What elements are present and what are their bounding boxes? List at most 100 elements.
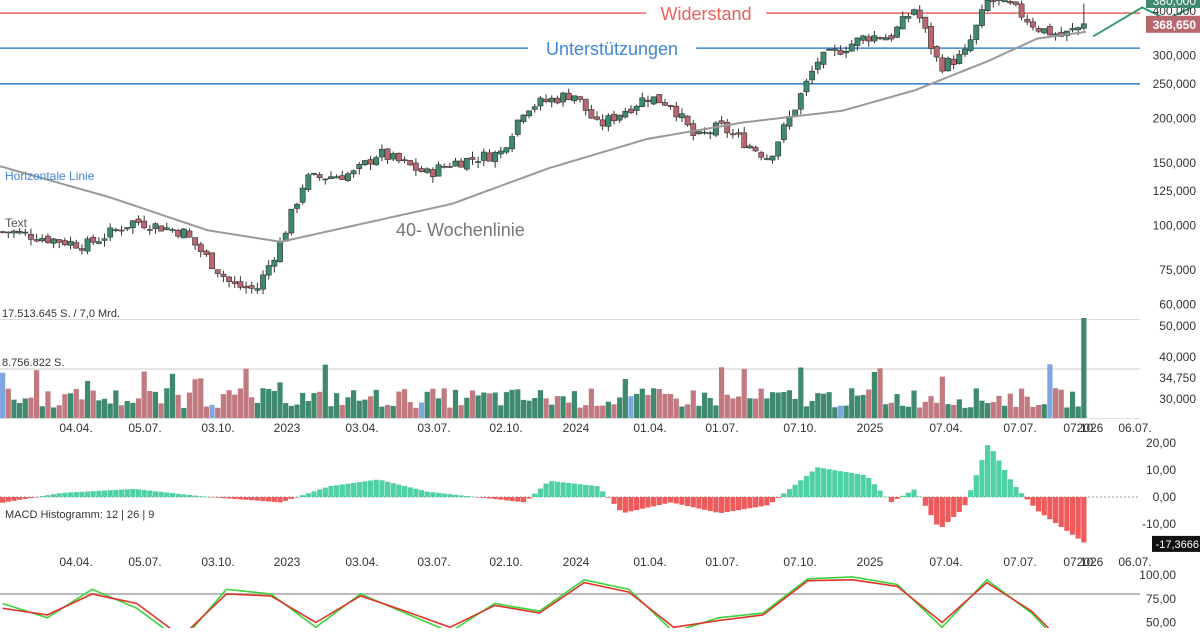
macd-bar: [67, 492, 74, 497]
macd-bar: [486, 497, 493, 499]
candle-body: [945, 57, 951, 72]
candle-body: [186, 230, 193, 238]
macd-bar: [815, 467, 821, 497]
candle-body: [554, 97, 561, 104]
volume-bar: [600, 405, 606, 418]
candle-body: [5, 231, 12, 234]
volume-bar: [28, 397, 34, 418]
macd-bar: [288, 497, 294, 499]
macd-bar: [1041, 497, 1047, 516]
candle-body: [746, 145, 753, 149]
volume-bar: [520, 399, 527, 418]
candle-body: [231, 281, 238, 285]
price-panel: WiderstandUnterstützungen400,000300,0002…: [0, 0, 1200, 320]
macd-bar: [684, 497, 691, 507]
macd-bar: [373, 479, 379, 497]
price-axis-tick: 300,000: [1153, 49, 1197, 63]
candle-body: [56, 239, 63, 243]
volume-axis-tick: 30,000: [1159, 392, 1196, 406]
candle-body: [899, 16, 906, 30]
volume-bar: [690, 390, 696, 418]
candle-body: [650, 96, 657, 105]
macd-bar: [509, 497, 515, 501]
macd-bar: [430, 492, 436, 497]
candle-body: [645, 99, 651, 102]
macd-bar: [220, 497, 227, 499]
volume-bar: [990, 402, 996, 418]
volume-bar: [396, 391, 402, 418]
macd-bar: [656, 497, 662, 506]
candle-body: [696, 131, 702, 135]
macd-bar: [701, 497, 708, 510]
top-price-badge-text: 380,000: [1153, 0, 1197, 8]
macd-label: MACD Histogramm: 12 | 26 | 9: [5, 509, 154, 521]
macd-bar: [181, 494, 187, 497]
candle-body: [979, 9, 985, 26]
macd-bar: [764, 497, 770, 506]
candle-body: [356, 164, 363, 169]
volume-bar: [424, 391, 430, 418]
volume-bar: [1075, 406, 1081, 418]
volume-bar: [1041, 404, 1047, 418]
date-tick-label: 06.07.: [1118, 421, 1151, 435]
candle-body: [503, 147, 510, 153]
candle-body: [169, 229, 176, 231]
candle-body: [441, 166, 448, 168]
candle-body: [316, 174, 323, 178]
stochastic-axis-tick: 50,00: [1146, 616, 1176, 629]
candle-body: [1052, 33, 1059, 36]
volume-bar: [447, 407, 453, 418]
macd-bar: [175, 493, 181, 497]
macd-bar: [707, 497, 713, 512]
volume-panel: 50,000 40,000 34,750 30,000: [0, 318, 1196, 419]
volume-bar: [22, 398, 28, 418]
macd-bar: [164, 492, 170, 497]
macd-bar: [1069, 497, 1076, 535]
volume-bar: [532, 397, 538, 418]
candle-body: [333, 176, 340, 179]
volume-bar: [684, 404, 691, 418]
volume-bar: [1069, 391, 1076, 418]
candle-body: [424, 168, 431, 173]
candle-body: [367, 159, 374, 165]
volume-bars-group: [0, 318, 1087, 418]
macd-bar: [803, 475, 810, 497]
macd-bar: [696, 497, 702, 509]
macd-bar: [758, 497, 764, 507]
macd-bar: [266, 497, 272, 502]
date-tick-label: 04.04.: [59, 555, 92, 569]
candle-body: [90, 236, 97, 243]
candle-body: [11, 230, 17, 234]
macd-bar: [226, 497, 232, 499]
macd-bar: [718, 497, 725, 513]
macd-bar: [860, 474, 866, 497]
candle-body: [837, 49, 844, 55]
volume-bar: [430, 388, 436, 418]
date-tick-label: 03.04.: [345, 421, 378, 435]
candle-body: [611, 113, 617, 122]
macd-bar: [973, 475, 979, 497]
candle-body: [322, 178, 329, 181]
macd-bar: [384, 481, 391, 497]
macd-bar: [837, 471, 844, 497]
macd-bar: [520, 497, 527, 503]
macd-bar: [186, 494, 193, 497]
volume-bar: [549, 404, 555, 418]
candle-body: [797, 93, 804, 110]
volume-bar: [418, 402, 425, 418]
candle-body: [220, 273, 227, 277]
candle-body: [294, 203, 300, 209]
volume-bar: [656, 389, 662, 418]
volume-bar: [798, 367, 804, 418]
volume-bar: [300, 392, 306, 418]
volume-bar: [367, 396, 374, 418]
macd-bar: [169, 493, 176, 497]
candle-body: [141, 220, 148, 229]
volume-bar: [815, 393, 821, 418]
macd-bar: [962, 497, 968, 506]
volume-bar: [175, 394, 181, 418]
date-tick-label: 2025: [857, 555, 884, 569]
volume-bar: [5, 388, 11, 418]
candle-body: [973, 24, 980, 40]
candle-body: [741, 132, 748, 148]
